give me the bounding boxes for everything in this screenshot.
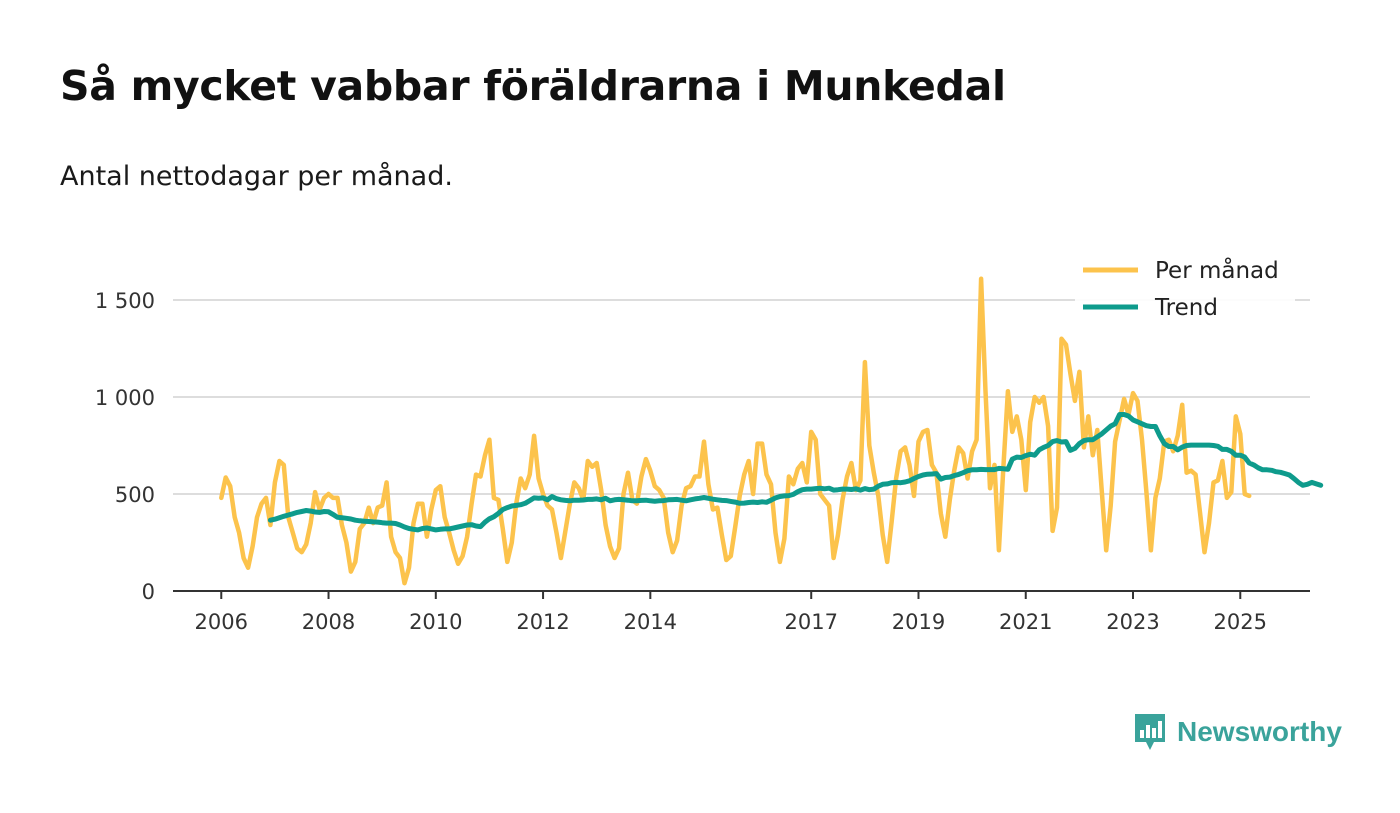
y-tick-label: 0 — [142, 580, 155, 604]
chart-title: Så mycket vabbar föräldrarna i Munkedal — [60, 62, 1006, 110]
grid-layer — [173, 299, 1310, 495]
x-tick-label: 2023 — [1106, 610, 1159, 634]
chart-subtitle: Antal nettodagar per månad. — [60, 161, 453, 192]
brand-name: Newsworthy — [1177, 716, 1342, 747]
x-tick-label: 2010 — [409, 610, 462, 634]
series-line-per-manad — [219, 276, 1252, 586]
series-layer — [219, 276, 1324, 586]
x-tick-label: 2021 — [999, 610, 1052, 634]
x-tick-label: 2006 — [195, 610, 248, 634]
x-tick-label: 2025 — [1214, 610, 1267, 634]
legend-label-trend: Trend — [1154, 295, 1218, 321]
x-tick-label: 2012 — [516, 610, 569, 634]
y-tick-label: 1 000 — [95, 386, 155, 410]
x-tick-label: 2008 — [302, 610, 355, 634]
legend: Per månad Trend — [1075, 252, 1295, 328]
x-tick-label: 2014 — [624, 610, 677, 634]
x-tick-label: 2017 — [784, 610, 837, 634]
x-tick-label: 2019 — [892, 610, 945, 634]
series-line-trend — [267, 412, 1324, 533]
newsworthy-brand[interactable]: Newsworthy — [1133, 712, 1342, 752]
y-tick-label: 1 500 — [95, 289, 155, 313]
y-tick-label: 500 — [115, 483, 155, 507]
legend-label-per-manad: Per månad — [1155, 256, 1279, 284]
newsworthy-logo-icon — [1135, 714, 1165, 750]
axis-layer: 0 500 1 000 1 500 2006 2008 2010 2012 2014 2017 20… — [95, 289, 1310, 634]
legend-background — [1075, 252, 1295, 328]
